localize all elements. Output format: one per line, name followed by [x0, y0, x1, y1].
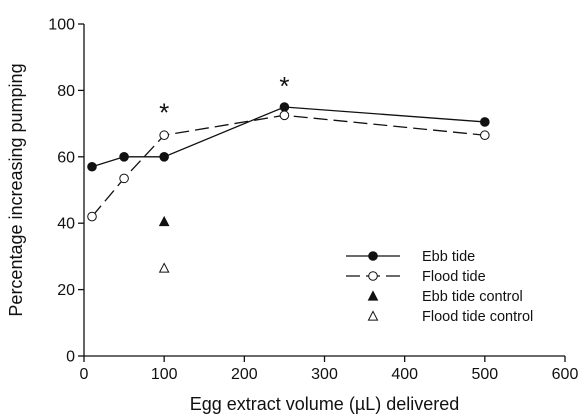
legend-label: Ebb tide [422, 249, 475, 265]
flood-tide-line [91, 114, 485, 217]
legend: Ebb tide Flood tide Ebb tide control Flood … [346, 249, 533, 325]
significance-asterisk: * [279, 71, 289, 101]
y-tick-label: 80 [57, 83, 75, 100]
ebb-tide-point [119, 152, 129, 162]
legend-marker [367, 290, 379, 301]
legend-label: Flood tide control [422, 309, 533, 325]
flood-tide-series [87, 110, 490, 222]
series-layer [87, 102, 490, 273]
x-tick-label: 400 [391, 366, 418, 383]
legend-marker [368, 271, 378, 281]
legend-marker [368, 251, 378, 261]
ebb-tide-point [279, 102, 290, 112]
y-tick-label: 60 [57, 149, 75, 166]
significance-asterisk: * [159, 98, 169, 128]
y-tick-label: 0 [66, 349, 75, 366]
x-axis-title: Egg extract volume (µL) delivered [190, 394, 460, 414]
legend-label: Flood tide [422, 269, 486, 285]
flood-tide-control-series [158, 262, 170, 273]
ebb-tide-point [87, 161, 97, 172]
y-axis-ticks: 0 20 40 60 80 100 [48, 17, 84, 366]
x-tick-label: 0 [80, 366, 89, 383]
legend-item-ebb-tide-control: Ebb tide control [367, 289, 523, 305]
x-tick-label: 300 [311, 366, 338, 383]
x-axis-ticks: 0 100 200 300 400 500 600 [80, 356, 579, 383]
axes [83, 24, 565, 357]
flood-tide-point [279, 110, 290, 121]
ebb-tide-control-point [158, 215, 170, 227]
legend-item-ebb-tide: Ebb tide [346, 249, 475, 265]
x-tick-label: 100 [151, 366, 178, 383]
flood-tide-point [159, 130, 169, 141]
flood-tide-control-point [158, 262, 170, 273]
x-tick-label: 500 [471, 366, 498, 383]
ebb-tide-point [159, 152, 169, 162]
legend-item-flood-tide-control: Flood tide control [367, 309, 533, 325]
flood-tide-point [480, 130, 490, 141]
y-tick-label: 100 [48, 17, 75, 34]
legend-marker [367, 310, 379, 321]
ebb-tide-point [480, 117, 490, 127]
legend-item-flood-tide: Flood tide [346, 269, 486, 285]
y-tick-label: 20 [57, 282, 75, 299]
x-tick-label: 200 [231, 366, 258, 383]
ebb-tide-series [87, 102, 490, 172]
ebb-tide-control-series [158, 215, 170, 227]
x-tick-label: 600 [552, 366, 579, 383]
y-tick-label: 40 [57, 216, 75, 233]
y-axis-title: Percentage increasing pumping [6, 63, 26, 316]
legend-label: Ebb tide control [422, 289, 523, 305]
flood-tide-point [87, 211, 97, 222]
annotation-layer: ** [159, 71, 289, 128]
flood-tide-point [119, 173, 129, 184]
